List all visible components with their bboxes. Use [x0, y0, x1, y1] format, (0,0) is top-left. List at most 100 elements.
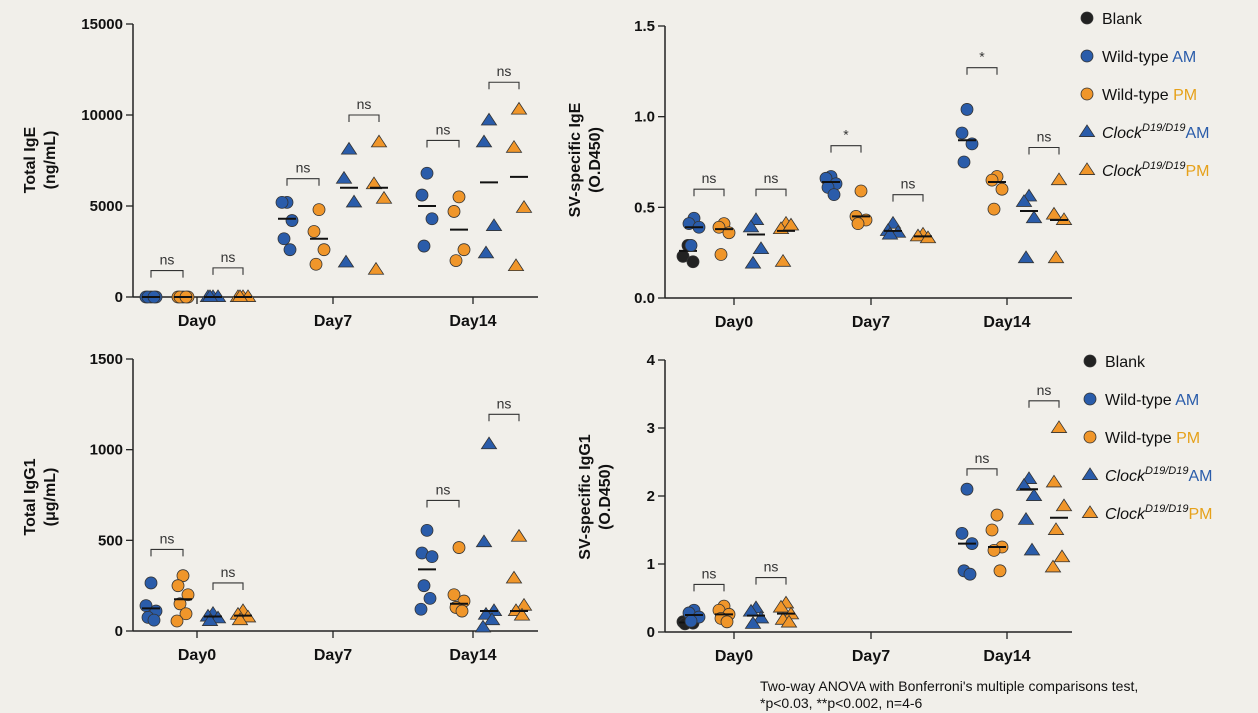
data-point-wt_pm [714, 248, 728, 261]
x-tick-label: Day14 [449, 647, 496, 664]
data-point-wt_pm [995, 182, 1009, 196]
data-point-clk_pm [231, 289, 249, 302]
significance-label: ns [221, 564, 236, 580]
data-point-wt_pm [712, 220, 726, 234]
data-point-wt_am [285, 214, 299, 227]
data-point-clk_pm [1050, 420, 1068, 433]
data-point-clk_pm [1045, 474, 1063, 488]
data-point-wt_pm [449, 254, 463, 268]
significance-label: ns [221, 249, 236, 265]
legend-label-text: Wild-type [1105, 392, 1175, 409]
legend-suffix: PM [1185, 163, 1209, 180]
legend-label-text: Blank [1105, 354, 1146, 371]
legend-suffix: AM [1185, 125, 1209, 142]
y-tick-label: 5000 [90, 198, 123, 215]
data-point-wt_am [960, 482, 974, 496]
y-tick-label: 3 [647, 420, 655, 437]
footnote-line-2: *p<0.03, **p<0.002, n=4-6 [760, 695, 923, 711]
legend-label-wt_pm: Wild-type PM [1102, 87, 1197, 104]
legend-suffix: AM [1172, 49, 1196, 66]
x-tick-label: Day0 [178, 313, 216, 330]
data-point-clk_am [744, 616, 762, 629]
legend-suffix: PM [1188, 506, 1212, 523]
legend-label-clk_am: ClockD19/D19AM [1102, 122, 1209, 142]
x-tick-label: Day7 [314, 647, 352, 664]
legend-label-text: Wild-type [1102, 49, 1172, 66]
data-point-clk_pm [510, 101, 528, 115]
x-tick-label: Day7 [852, 648, 890, 665]
significance-bracket [150, 270, 184, 278]
data-point-clk_pm [1044, 559, 1062, 573]
data-point-wt_am [960, 103, 974, 116]
legend-label-text: Clock [1105, 468, 1146, 485]
data-point-clk_pm [1055, 212, 1073, 225]
data-point-clk_pm [1047, 250, 1065, 264]
legend-marker-wt_am [1083, 392, 1097, 406]
data-point-clk_pm [507, 258, 525, 272]
significance-label: ns [764, 170, 779, 186]
x-tick-label: Day0 [715, 314, 753, 331]
significance-bracket [426, 139, 460, 148]
y-tick-label: 4 [647, 352, 656, 369]
y-axis-label: SV-specific IgG1 (O.D450) [577, 434, 614, 559]
legend-marker-clk_am [1078, 124, 1096, 137]
significance-label: * [979, 49, 985, 65]
significance-bracket [755, 188, 787, 197]
data-point-clk_pm [513, 607, 531, 621]
y-axis-label-line: (μg/mL) [42, 468, 59, 527]
data-point-clk_am [475, 134, 493, 148]
data-point-wt_pm [985, 523, 999, 537]
significance-bracket [426, 499, 460, 508]
data-point-wt_am [684, 239, 698, 252]
data-point-wt_pm [447, 588, 461, 602]
data-point-wt_am [425, 212, 439, 226]
data-point-clk_am [483, 612, 501, 626]
y-axis-label: SV-specific IgE (O.D450) [567, 102, 604, 217]
y-tick-label: 2 [647, 488, 655, 505]
legend-marker-clk_pm [1078, 162, 1096, 175]
y-axis-label-line: (O.D450) [597, 464, 614, 530]
significance-label: ns [160, 530, 175, 546]
significance-label: ns [357, 96, 372, 112]
significance-bracket [966, 468, 998, 476]
significance-bracket [286, 178, 320, 186]
data-point-clk_pm [909, 228, 927, 242]
significance-label: ns [702, 170, 717, 186]
data-point-blank [686, 255, 700, 269]
data-point-wt_pm [309, 257, 323, 271]
data-point-wt_am [420, 166, 434, 180]
significance-bracket [212, 267, 244, 275]
significance-label: ns [497, 395, 512, 411]
significance-label: ns [436, 121, 451, 137]
legend-label-text: Clock [1102, 125, 1143, 142]
data-point-wt_am [283, 243, 297, 257]
significance-bracket [348, 114, 380, 122]
y-axis-label: Total IgG1 (μg/mL) [22, 458, 59, 535]
data-point-clk_am [335, 170, 353, 184]
data-point-wt_pm [990, 508, 1004, 522]
significance-bracket [488, 81, 520, 90]
legend-suffix: AM [1175, 392, 1199, 409]
legend-label-wt_am: Wild-type AM [1102, 49, 1196, 66]
data-point-clk_am [337, 254, 355, 268]
data-point-wt_pm [720, 615, 734, 629]
legend-suffix: PM [1173, 87, 1197, 104]
footnote-line-1: Two-way ANOVA with Bonferroni's multiple… [760, 678, 1139, 694]
data-point-clk_am [1017, 512, 1035, 525]
legend-superscript: D19/D19 [1142, 160, 1185, 172]
data-point-wt_pm [854, 184, 868, 198]
y-tick-label: 10000 [81, 107, 123, 124]
data-point-wt_pm [307, 225, 321, 238]
data-point-wt_am [957, 155, 971, 169]
y-tick-label: 1.5 [634, 18, 655, 35]
significance-bracket [150, 548, 184, 557]
y-axis-label-line: (ng/mL) [42, 131, 59, 190]
y-tick-label: 15000 [81, 16, 123, 33]
y-axis-label-line: SV-specific IgE [567, 102, 584, 217]
data-point-wt_pm [987, 202, 1001, 216]
data-point-clk_am [752, 241, 770, 255]
legend-label-text: Clock [1105, 506, 1146, 523]
data-point-clk_pm [505, 139, 523, 153]
statistics-footnote: Two-way ANOVA with Bonferroni's multiple… [760, 678, 1258, 712]
